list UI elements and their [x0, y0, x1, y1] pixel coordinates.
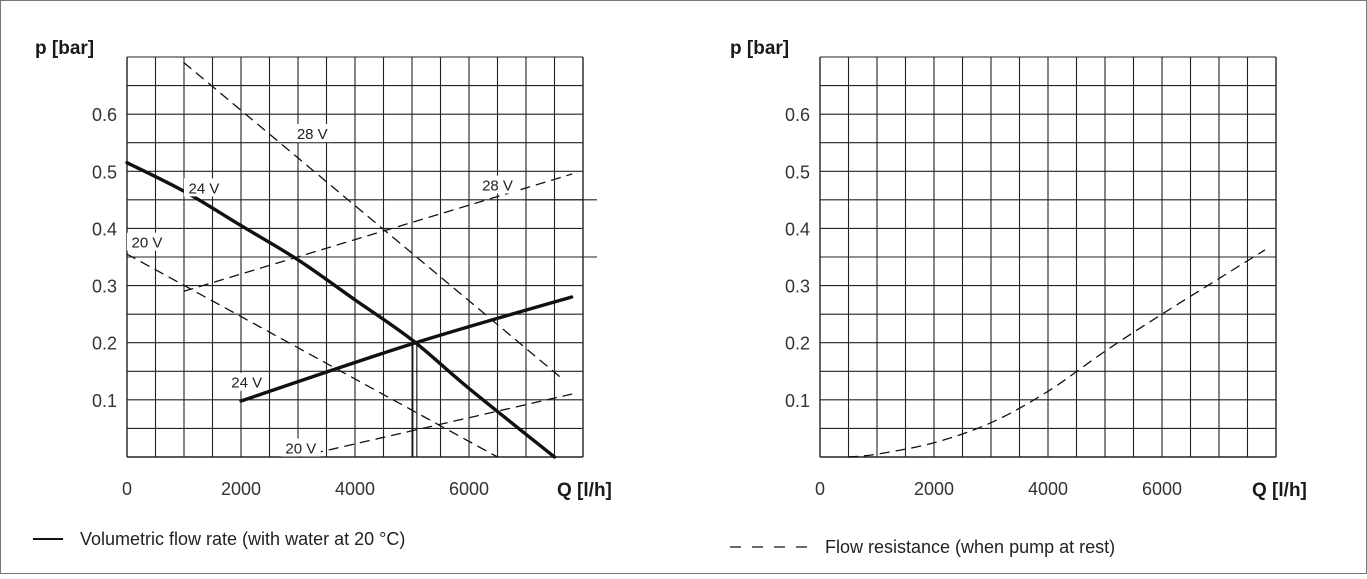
x-ticks-right: 0 2000 4000 6000	[815, 479, 1182, 499]
dashed-curve-4	[183, 173, 573, 292]
y-ticks-right: 0.1 0.2 0.3 0.4 0.5 0.6	[785, 105, 810, 411]
dashed-curve-0	[847, 249, 1266, 458]
y-tick-label: 0.5	[92, 162, 117, 182]
y-ticks-left: 0.1 0.2 0.3 0.4 0.5 0.6	[92, 105, 117, 411]
y-tick-label: 0.6	[785, 105, 810, 125]
solid-curve-1	[239, 295, 574, 403]
chart-pump-characteristics: 28 V 24 V 28 V 20 V 24 V 20 V p [bar] Q [l/h]…	[33, 38, 612, 549]
curve-label-bg	[126, 232, 167, 251]
curves-left	[125, 62, 574, 459]
x-axis-label-right: Q [l/h]	[1252, 480, 1307, 501]
dashed-curve-2	[183, 62, 561, 378]
legend-text-left: Volumetric flow rate (with water at 20 °…	[80, 529, 405, 549]
curve-label-bg	[292, 124, 333, 143]
curve-label: 20 V	[132, 235, 163, 252]
curve-label: 28 V	[297, 126, 328, 143]
x-ticks-left: 0 2000 4000 6000	[122, 479, 489, 499]
y-tick-label: 0.6	[92, 105, 117, 125]
x-tick-label: 6000	[1142, 479, 1182, 499]
x-tick-label: 4000	[1028, 479, 1068, 499]
x-tick-label: 0	[122, 479, 132, 499]
x-tick-label: 2000	[221, 479, 261, 499]
y-tick-label: 0.2	[785, 334, 810, 354]
y-tick-label: 0.1	[785, 391, 810, 411]
curve-label-bg	[280, 438, 321, 457]
curves-right	[847, 249, 1266, 458]
solid-curve-0	[125, 161, 557, 459]
y-axis-label-right: p [bar]	[730, 38, 789, 59]
grid-left	[126, 56, 597, 458]
curve-label: 24 V	[231, 375, 262, 392]
y-axis-label-left: p [bar]	[35, 38, 94, 59]
y-tick-label: 0.1	[92, 391, 117, 411]
x-axis-label-left: Q [l/h]	[557, 480, 612, 501]
y-tick-label: 0.4	[92, 219, 117, 239]
y-tick-label: 0.3	[92, 277, 117, 297]
curve-label-bg	[226, 372, 267, 391]
curve-label: 20 V	[285, 440, 316, 457]
chart-flow-resistance: p [bar] Q [l/h] 0.1 0.2 0.3 0.4 0.5 0.6 0 2000…	[730, 38, 1307, 557]
x-tick-label: 2000	[914, 479, 954, 499]
y-tick-label: 0.5	[785, 162, 810, 182]
curve-labels-left: 28 V 24 V 28 V 20 V 24 V 20 V	[126, 124, 518, 457]
dashed-curve-3	[126, 253, 499, 458]
curve-label: 24 V	[189, 180, 220, 197]
curve-label-bg	[183, 178, 224, 197]
curve-label-bg	[477, 175, 518, 194]
y-tick-label: 0.4	[785, 219, 810, 239]
curve-label: 28 V	[482, 178, 513, 195]
y-tick-label: 0.2	[92, 334, 117, 354]
grid-right	[819, 56, 1277, 458]
legend-text-right: Flow resistance (when pump at rest)	[825, 537, 1115, 557]
x-tick-label: 0	[815, 479, 825, 499]
y-tick-label: 0.3	[785, 277, 810, 297]
x-tick-label: 4000	[335, 479, 375, 499]
x-tick-label: 6000	[449, 479, 489, 499]
